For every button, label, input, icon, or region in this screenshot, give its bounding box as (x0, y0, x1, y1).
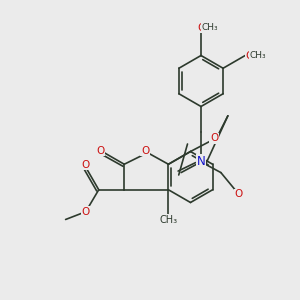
Text: O: O (246, 50, 254, 61)
Text: N: N (196, 154, 206, 168)
Text: CH₃: CH₃ (201, 23, 218, 32)
Text: CH₃: CH₃ (250, 51, 266, 60)
Text: O: O (82, 207, 90, 217)
Text: O: O (210, 134, 218, 143)
Text: O: O (197, 22, 206, 33)
Text: O: O (97, 146, 105, 156)
Text: O: O (81, 160, 89, 170)
Text: CH₃: CH₃ (159, 215, 178, 225)
Text: O: O (141, 146, 149, 156)
Text: O: O (235, 189, 243, 199)
